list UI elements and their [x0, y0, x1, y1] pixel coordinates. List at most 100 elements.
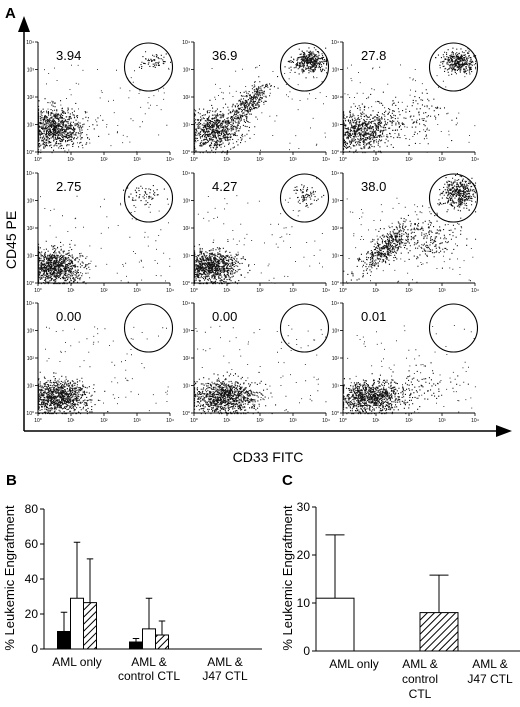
cell-events [343, 173, 477, 284]
y-tick-label: 10³ [27, 68, 35, 74]
x-tick-label: 10¹ [223, 418, 231, 424]
panel-b: B % Leukemic Engraftment 0 20 40 60 80 AML on… [2, 472, 262, 683]
gate-percent-label: 3.94 [56, 48, 81, 63]
x-tick-label: 10⁰ [190, 418, 198, 424]
category-label: J47 CTL [202, 669, 248, 683]
x-tick-label: 10³ [438, 157, 446, 163]
x-tick-label: 10⁰ [34, 157, 42, 163]
y-tick-label: 10⁴ [182, 171, 190, 177]
panel-a-x-arrow [496, 425, 512, 437]
gate-percent-label: 36.9 [212, 48, 237, 63]
panel-c-label: C [282, 472, 293, 489]
cell-events [343, 47, 477, 154]
x-tick-label: 10² [100, 157, 108, 163]
y-tick-label: 10³ [332, 199, 340, 205]
panel-c-ylabel: % Leukemic Engraftment [280, 505, 295, 651]
y-tick-label: 10⁰ [331, 150, 339, 156]
gate-circle [279, 173, 330, 223]
x-tick-label: 10⁰ [339, 288, 347, 294]
x-tick-label: 10³ [133, 418, 141, 424]
y-tick-label: 10¹ [183, 384, 191, 390]
y-tick-label: 10¹ [183, 254, 191, 260]
y-tick-label: 10¹ [332, 254, 340, 260]
y-tick-label: 20 [25, 607, 39, 621]
category-label: AML only [52, 655, 102, 669]
y-tick-label: 60 [25, 537, 39, 551]
x-tick-label: 10² [256, 288, 264, 294]
x-tick-label: 10¹ [67, 157, 75, 163]
y-tick-label: 10³ [183, 329, 191, 335]
x-tick-label: 10⁰ [34, 288, 42, 294]
bar [315, 597, 355, 652]
bar [57, 631, 71, 650]
x-tick-label: 10⁴ [471, 157, 479, 163]
y-tick-label: 10³ [27, 199, 35, 205]
x-tick-label: 10³ [438, 418, 446, 424]
gate-circle [279, 42, 330, 92]
x-tick-label: 10² [405, 288, 413, 294]
x-tick-label: 10² [405, 157, 413, 163]
x-tick-label: 10³ [133, 157, 141, 163]
y-tick-label: 10⁰ [331, 281, 339, 287]
y-tick-label: 10⁴ [331, 40, 339, 46]
x-tick-label: 10⁴ [166, 288, 174, 294]
x-tick-label: 10⁰ [339, 418, 347, 424]
x-tick-label: 10¹ [372, 418, 380, 424]
gate-circle [123, 42, 174, 92]
bar [155, 634, 169, 650]
x-tick-label: 10⁴ [166, 418, 174, 424]
panel-a-y-arrow [18, 16, 30, 32]
y-tick-label: 10³ [27, 329, 35, 335]
y-tick-label: 10⁰ [26, 150, 34, 156]
panel-a-xlabel: CD33 FITC [233, 449, 304, 465]
category-label: AML & [131, 655, 167, 669]
y-tick-label: 0 [31, 642, 38, 656]
y-tick-label: 30 [297, 500, 311, 514]
y-tick-label: 10¹ [332, 123, 340, 129]
x-tick-label: 10⁴ [322, 418, 330, 424]
gate-percent-label: 27.8 [361, 48, 386, 63]
y-tick-label: 40 [25, 572, 39, 586]
gate-percent-label: 2.75 [56, 179, 81, 194]
x-tick-label: 10² [100, 288, 108, 294]
y-tick-label: 10² [27, 95, 35, 101]
y-tick-label: 10⁴ [26, 40, 34, 46]
y-tick-label: 20 [297, 548, 311, 562]
panel-b-ylabel: % Leukemic Engraftment [2, 505, 17, 651]
bar [129, 641, 143, 650]
cell-events [343, 325, 476, 415]
x-tick-label: 10² [405, 418, 413, 424]
cell-events [38, 326, 169, 415]
y-tick-label: 10¹ [27, 384, 35, 390]
bar [83, 602, 97, 650]
x-tick-label: 10¹ [223, 288, 231, 294]
gate-percent-label: 4.27 [212, 179, 237, 194]
y-tick-label: 10³ [332, 68, 340, 74]
category-label: AML & [402, 657, 438, 671]
gate-circle [123, 173, 174, 223]
x-tick-label: 10¹ [372, 288, 380, 294]
y-tick-label: 10⁴ [26, 171, 34, 177]
gate-circle [279, 303, 330, 353]
gate-circle [428, 42, 479, 92]
bar [419, 612, 459, 652]
cell-events [194, 325, 327, 415]
x-tick-label: 10³ [289, 288, 297, 294]
x-tick-label: 10¹ [372, 157, 380, 163]
bar [70, 597, 84, 650]
x-tick-label: 10⁴ [471, 418, 479, 424]
x-tick-label: 10⁴ [322, 157, 330, 163]
x-tick-label: 10² [256, 157, 264, 163]
gate-circle [428, 303, 479, 353]
gate-percent-label: 0.00 [212, 309, 237, 324]
y-tick-label: 0 [303, 644, 310, 658]
panel-b-label: B [6, 472, 17, 489]
x-tick-label: 10⁰ [339, 157, 347, 163]
